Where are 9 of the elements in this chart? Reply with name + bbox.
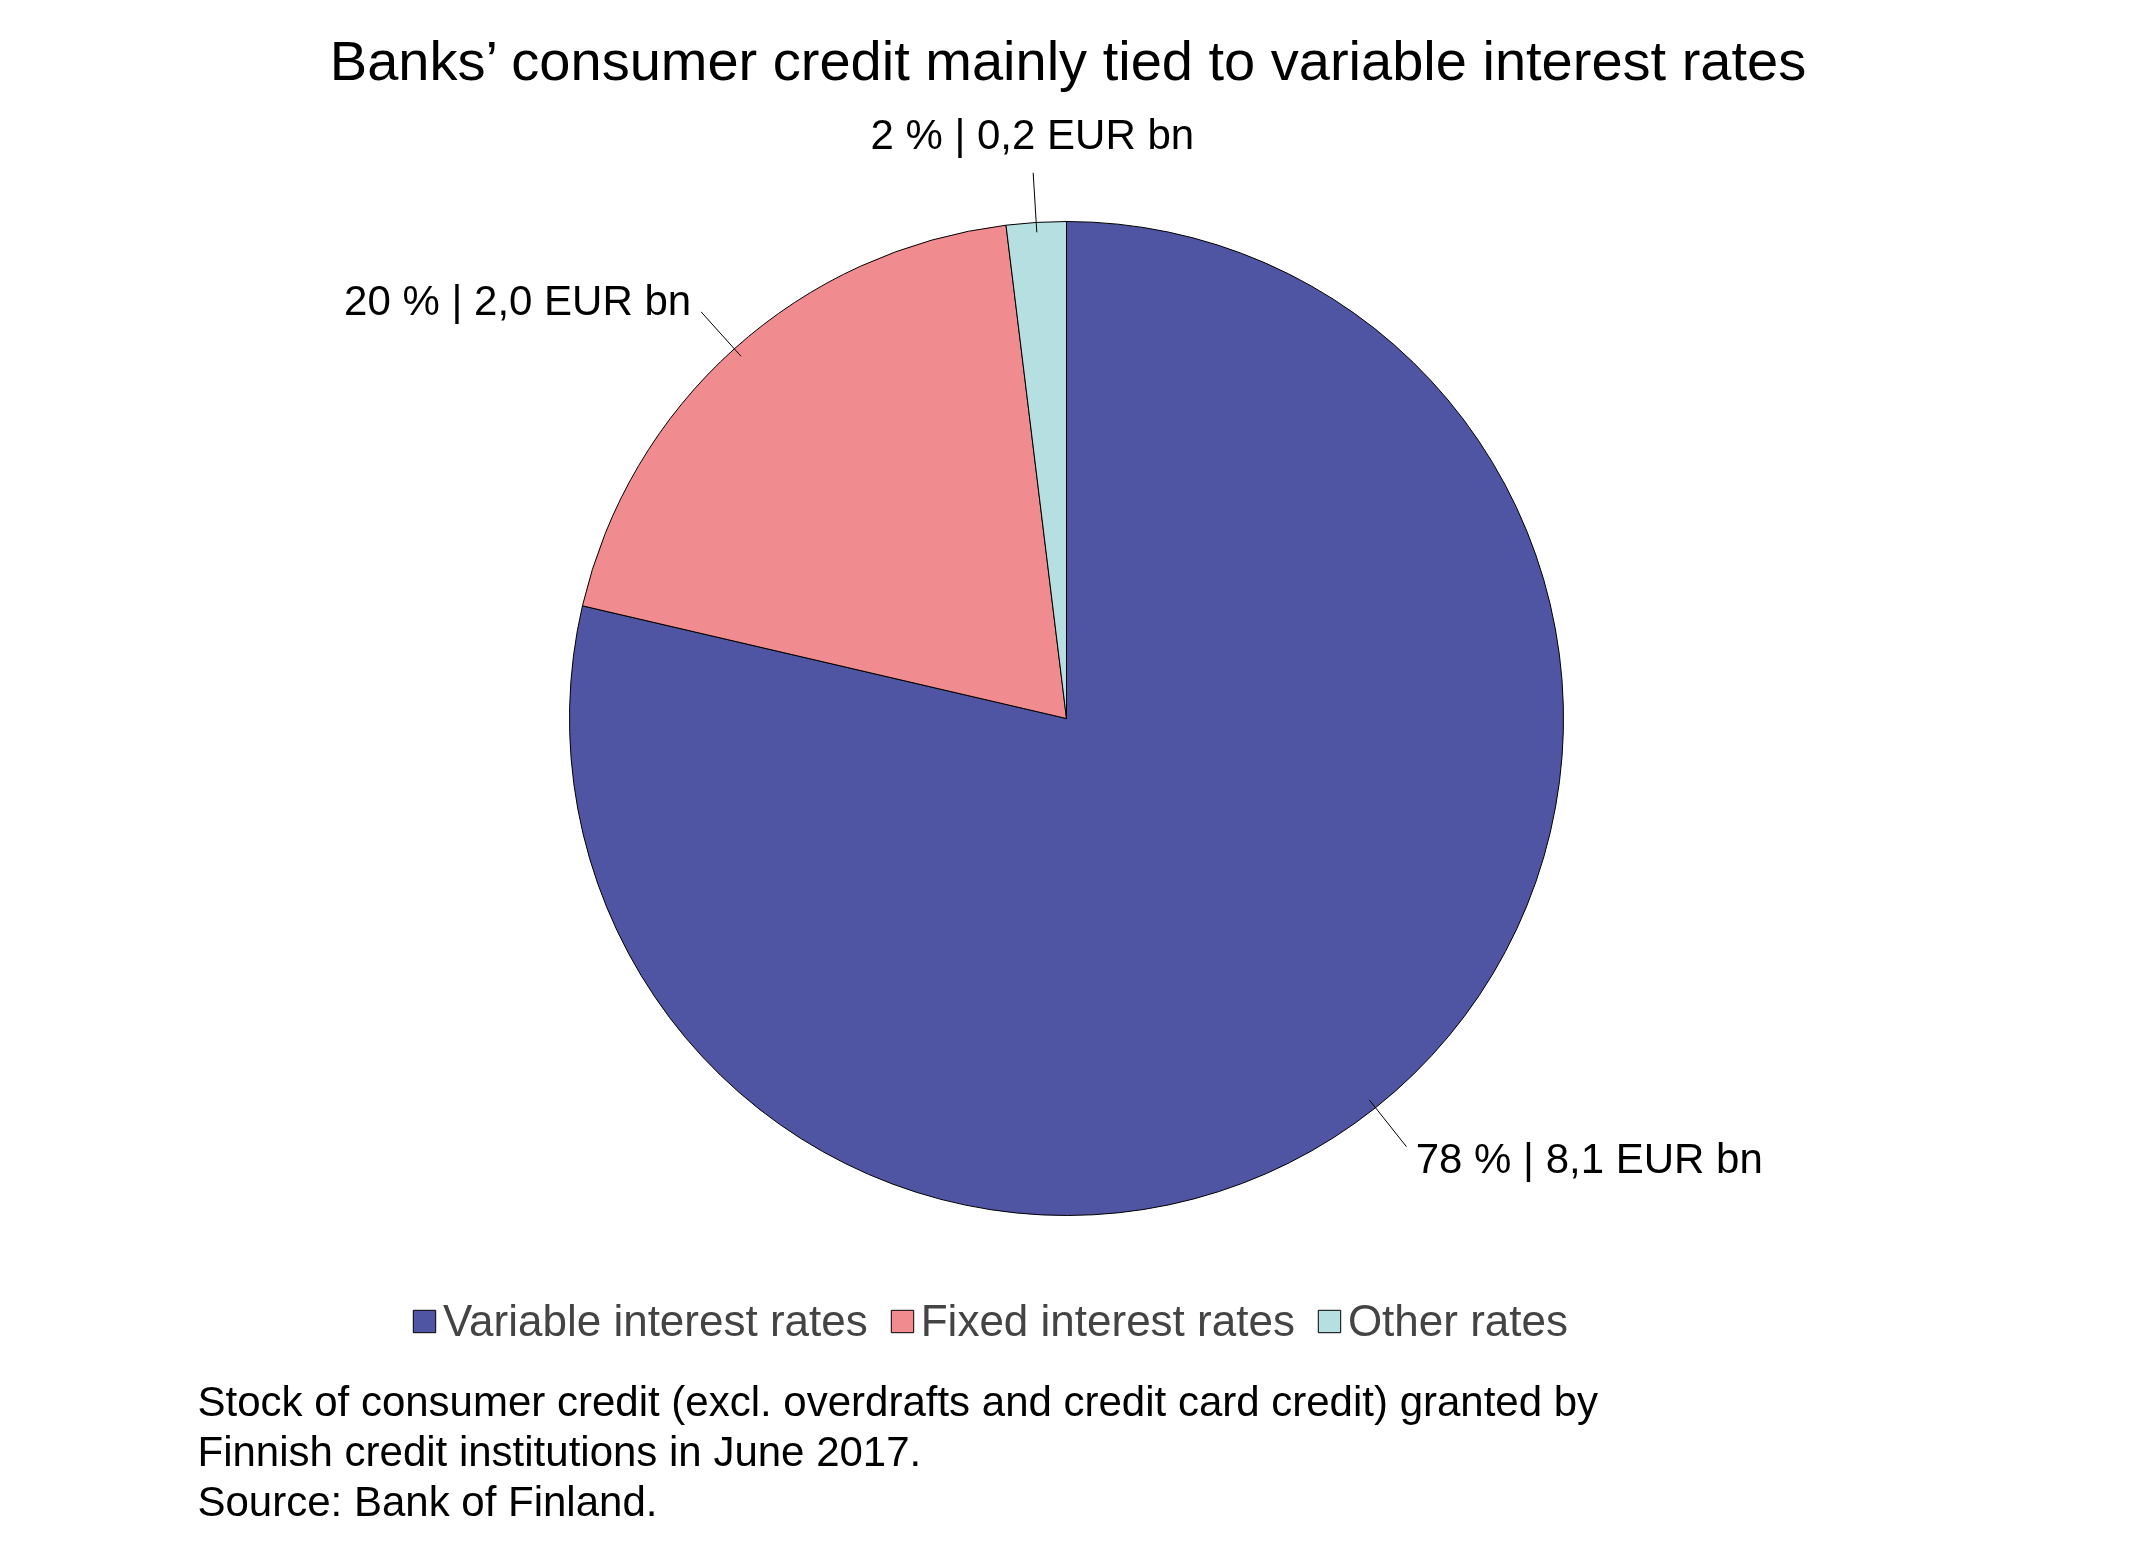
data-label: 2 % | 0,2 EUR bn — [870, 110, 1195, 158]
source-note: Source: Bank of Finland. — [197, 1478, 658, 1525]
legend-label: Variable interest rates — [443, 1296, 868, 1346]
legend-label: Other rates — [1347, 1296, 1568, 1346]
chart-title: Banks’ consumer credit mainly tied to variable interest rates — [329, 29, 1807, 92]
text: Stock of consumer credit (excl. overdrafts and credit card credit) granted by Finnish credit institutions in June 2017. — [197, 1378, 1599, 1475]
legend-label: Fixed interest rates — [920, 1296, 1295, 1346]
data-label: 20 % | 2,0 EUR bn — [344, 277, 692, 325]
data-label: 78 % | 8,1 EUR bn — [1415, 1134, 1763, 1182]
